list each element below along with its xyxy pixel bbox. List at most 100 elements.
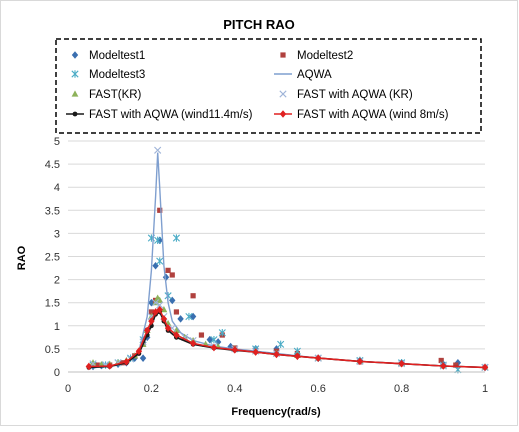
data-point	[165, 267, 171, 273]
data-point	[106, 362, 113, 370]
y-tick-label: 4	[54, 182, 60, 194]
data-point	[273, 350, 280, 359]
y-tick-label: 2	[54, 275, 60, 287]
data-point	[315, 354, 322, 362]
data-point	[294, 352, 301, 361]
data-point	[190, 293, 196, 299]
legend-label: FAST with AQWA (wind11.4m/s)	[89, 109, 253, 121]
legend-marker	[279, 90, 287, 98]
data-point	[185, 312, 193, 321]
data-point	[210, 343, 218, 352]
data-point	[144, 326, 151, 335]
data-point	[164, 324, 172, 332]
data-point	[438, 357, 444, 364]
data-point	[356, 357, 364, 366]
data-point	[218, 329, 226, 337]
data-point	[481, 363, 489, 372]
chart-title: PITCH RAO	[223, 17, 295, 32]
x-tick-label: 1	[482, 383, 488, 395]
y-tick-label: 2.5	[45, 252, 60, 264]
x-axis-label: Frequency(rad/s)	[231, 406, 321, 418]
legend-marker	[71, 70, 79, 78]
data-point	[156, 236, 163, 245]
gridlines	[68, 140, 485, 350]
data-point	[154, 146, 162, 154]
data-point	[85, 362, 93, 371]
legend-marker	[280, 52, 286, 58]
data-point	[169, 296, 176, 305]
y-tick-label: 3	[54, 228, 60, 240]
data-point	[210, 335, 218, 344]
data-point	[172, 234, 181, 242]
data-point	[160, 315, 168, 323]
data-point	[227, 342, 234, 351]
data-point	[198, 332, 205, 338]
data-point	[206, 335, 213, 344]
legend-item-aqwa: AQWA	[274, 69, 332, 81]
y-tick-label: 0	[54, 367, 60, 379]
data-point	[453, 362, 459, 368]
legend-item-modeltest3: Modeltest3	[71, 69, 145, 81]
legend-marker	[72, 111, 78, 117]
legend-marker	[279, 110, 287, 118]
legend-marker	[71, 90, 79, 97]
legend-item-fast-with-aqwa-wind11-4m-s: FAST with AQWA (wind11.4m/s)	[66, 109, 253, 121]
data-point	[156, 305, 163, 314]
data-point	[148, 317, 155, 325]
data-point	[156, 257, 164, 265]
series-fast-kr	[89, 294, 489, 370]
y-tick-label: 0.5	[45, 344, 60, 356]
data-point	[160, 306, 168, 313]
legend-label: AQWA	[297, 69, 332, 81]
legend-item-modeltest1: Modeltest1	[71, 50, 145, 62]
y-tick-label: 5	[54, 136, 60, 148]
data-point	[156, 301, 164, 309]
legend-label: Modeltest3	[89, 69, 145, 81]
data-point	[157, 207, 163, 213]
y-tick-label: 1.5	[45, 298, 60, 310]
x-tick-label: 0.4	[227, 383, 242, 395]
series-fast-with-aqwa-wind-8m-s	[85, 305, 489, 372]
y-tick-label: 4.5	[45, 159, 60, 171]
data-point	[154, 236, 162, 245]
data-point	[173, 331, 180, 339]
data-point	[156, 296, 164, 303]
series-line	[88, 308, 486, 369]
data-point	[440, 362, 447, 370]
y-axis-label: RAO	[16, 245, 28, 270]
x-tick-label: 0.6	[311, 383, 326, 395]
legend-item-fast-with-aqwa-wind-8m-s: FAST with AQWA (wind 8m/s)	[274, 109, 449, 121]
legend-item-fast-with-aqwa-kr: FAST with AQWA (KR)	[279, 89, 413, 101]
legend-label: FAST with AQWA (wind 8m/s)	[297, 109, 449, 121]
legend-label: FAST with AQWA (KR)	[297, 89, 413, 101]
y-tick-label: 3.5	[45, 205, 60, 217]
legend: Modeltest1 Modeltest2 Modeltest3 AQWA FAST(K…	[66, 50, 449, 121]
data-point	[135, 347, 143, 356]
data-point	[148, 309, 154, 315]
data-point	[189, 339, 197, 348]
legend-item-modeltest2: Modeltest2	[280, 50, 353, 62]
data-point	[89, 359, 97, 366]
legend-label: FAST(KR)	[89, 89, 142, 101]
data-point	[162, 273, 170, 282]
data-point	[231, 346, 238, 354]
x-tick-label: 0.2	[144, 383, 159, 395]
data-point	[398, 359, 405, 368]
data-point	[139, 354, 147, 362]
legend-box	[55, 38, 482, 134]
x-tick-label: 0	[65, 383, 71, 395]
data-point	[151, 299, 160, 307]
axes: 0 0.5 1 1.5 2 2.5 3 3.5 4 4.5 5 0 0.2 0.4 0.6 0.8 1	[45, 136, 488, 395]
legend-label: Modeltest2	[297, 50, 353, 62]
y-tick-label: 1	[54, 321, 60, 333]
x-tick-label: 0.8	[394, 383, 409, 395]
data-point	[173, 309, 180, 315]
data-point	[277, 340, 285, 348]
data-point	[123, 358, 130, 366]
legend-label: Modeltest1	[89, 50, 145, 62]
data-point	[252, 348, 259, 356]
data-point	[177, 315, 184, 323]
data-point	[173, 326, 180, 334]
